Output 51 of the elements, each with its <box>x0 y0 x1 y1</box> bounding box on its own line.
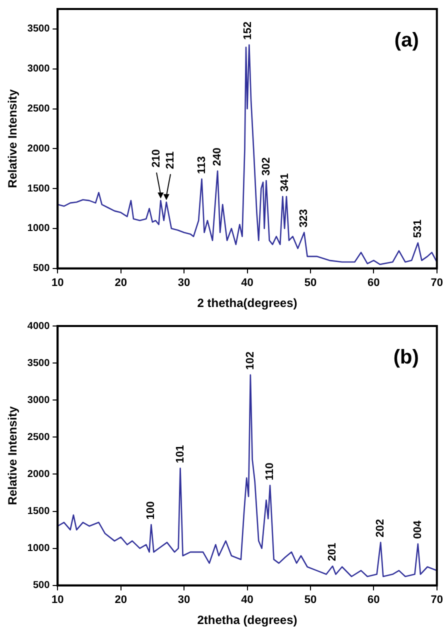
annotation: 102 <box>244 352 256 370</box>
annotation: 152 <box>242 22 254 40</box>
y-axis-title: Relative Intensity <box>6 89 20 188</box>
x-tick-label: 20 <box>114 594 127 606</box>
x-tick-label: 20 <box>114 277 127 290</box>
y-tick-label: 4000 <box>27 320 50 332</box>
annotation: 004 <box>412 520 424 539</box>
x-tick-label: 30 <box>178 277 190 290</box>
annotation: 341 <box>279 173 292 192</box>
y-tick-label: 1000 <box>27 223 50 234</box>
annotation: 201 <box>326 542 339 562</box>
x-tick-label: 10 <box>52 277 64 290</box>
y-axis-title: Relative Intensity <box>6 406 20 506</box>
y-tick-label: 3500 <box>27 24 50 35</box>
x-tick-label: 10 <box>52 594 64 606</box>
x-tick-label: 60 <box>368 594 380 606</box>
x-tick-label: 70 <box>430 277 444 290</box>
annotation: 210 <box>150 149 163 168</box>
x-tick-label: 50 <box>304 594 317 606</box>
annotation: (b) <box>393 346 419 369</box>
y-tick-label: 2000 <box>27 468 50 480</box>
annotation: 113 <box>196 156 208 174</box>
x-axis-title: 2 thetha(degrees) <box>197 296 298 310</box>
annotation: 302 <box>260 157 272 176</box>
x-tick-label: 60 <box>368 277 380 290</box>
y-tick-label: 1500 <box>27 183 50 194</box>
y-tick-label: 1500 <box>27 506 50 518</box>
x-tick-label: 40 <box>241 277 254 290</box>
annotation: 110 <box>264 462 276 480</box>
annotation: 101 <box>174 444 186 464</box>
annotation: (a) <box>394 30 419 52</box>
x-tick-label: 50 <box>304 277 317 290</box>
annotation: 211 <box>164 151 177 170</box>
annotation: 531 <box>412 220 424 238</box>
y-tick-label: 3000 <box>27 394 50 406</box>
annotation: 323 <box>298 209 310 228</box>
y-tick-label: 2500 <box>27 104 50 115</box>
x-tick-label: 30 <box>178 594 190 606</box>
annotation: 202 <box>374 519 387 538</box>
y-tick-label: 3000 <box>27 64 50 75</box>
annotation: 240 <box>212 148 224 166</box>
y-tick-label: 1000 <box>27 543 50 554</box>
y-tick-label: 2500 <box>27 432 50 443</box>
y-tick-label: 2000 <box>27 143 50 154</box>
y-tick-label: 500 <box>32 580 50 592</box>
annotation: 100 <box>145 501 158 520</box>
y-tick-label: 500 <box>32 263 50 274</box>
y-tick-label: 3500 <box>27 358 50 369</box>
x-tick-label: 40 <box>241 594 254 606</box>
x-tick-label: 70 <box>430 594 444 606</box>
x-axis-title: 2thetha (degrees) <box>197 613 298 628</box>
